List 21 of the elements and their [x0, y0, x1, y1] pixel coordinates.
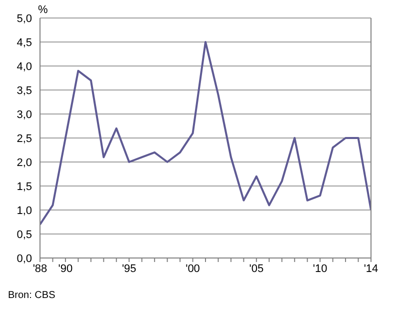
x-tick-label: '14 [364, 262, 378, 275]
y-tick-label: 1,0 [16, 204, 32, 217]
y-tick-label: 3,5 [16, 84, 32, 97]
y-tick-label: 4,0 [16, 60, 32, 73]
y-tick-label: 0,0 [16, 252, 32, 265]
y-tick-label: 2,0 [16, 156, 32, 169]
y-tick-label: 3,0 [16, 108, 32, 121]
y-tick-label: 1,5 [16, 180, 32, 193]
y-tick-label: 0,5 [16, 228, 32, 241]
text: Bron: CBS [8, 290, 56, 301]
x-tick-label: '05 [249, 262, 264, 275]
y-axis-title: % [38, 4, 48, 16]
y-tick-label: 2,5 [16, 132, 32, 145]
y-tick-label: 4,5 [16, 36, 32, 49]
x-tick-label: '10 [312, 262, 328, 275]
x-tick-label: '95 [122, 262, 136, 275]
line-series [40, 41, 371, 226]
x-tick-label: '90 [58, 262, 73, 275]
y-tick-label: 5,0 [16, 12, 32, 25]
x-tick-label: '88 [32, 262, 48, 275]
x-tick-label: '00 [186, 262, 200, 275]
